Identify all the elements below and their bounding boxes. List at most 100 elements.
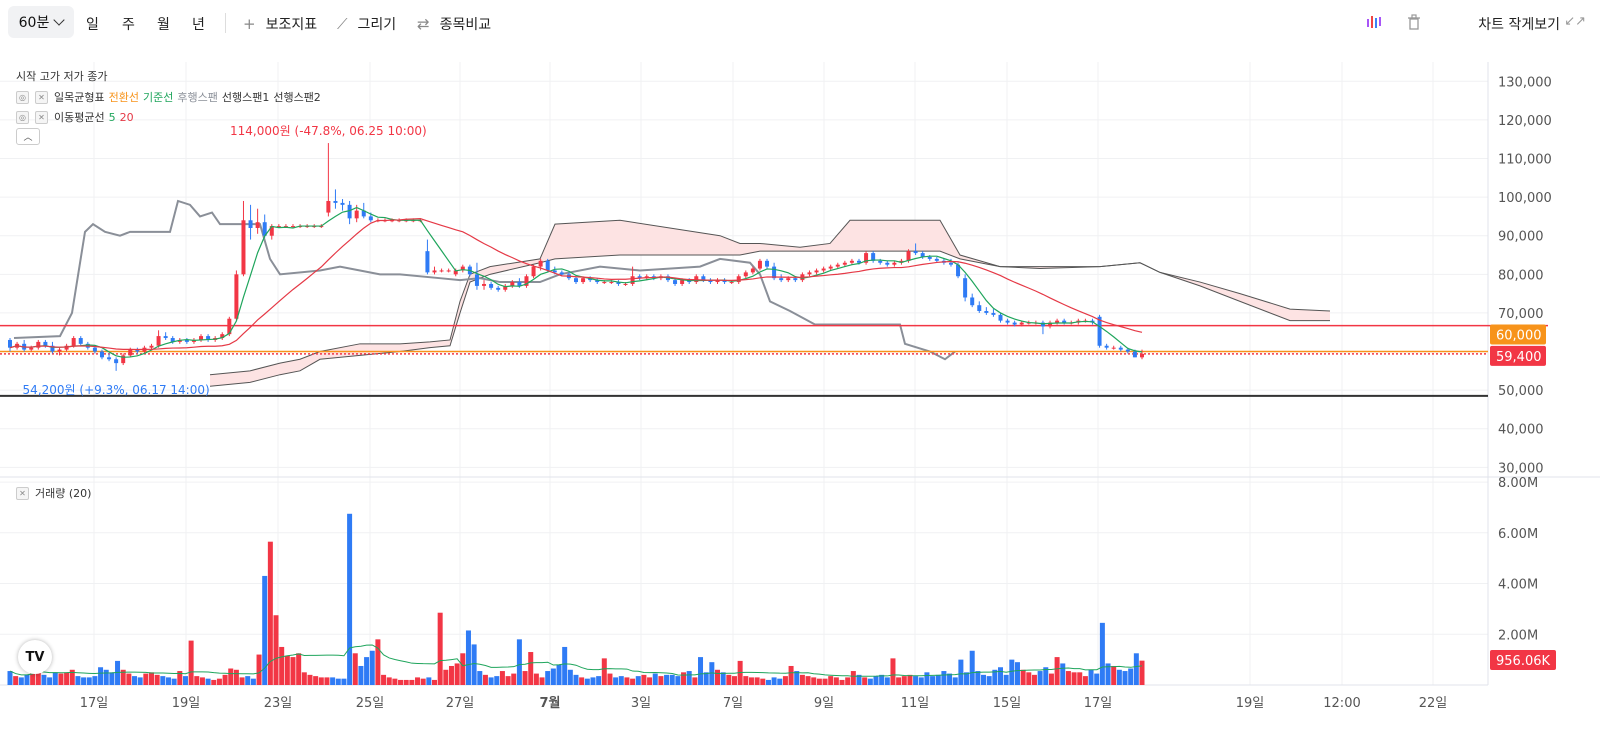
candle bbox=[736, 276, 741, 283]
candle bbox=[390, 220, 395, 222]
level-price-badge-bg bbox=[1490, 324, 1546, 345]
volume-bar bbox=[120, 669, 126, 685]
volume-bar bbox=[935, 674, 941, 685]
close-icon[interactable]: ✕ bbox=[16, 486, 29, 500]
volume-bar bbox=[579, 677, 585, 685]
tradingview-logo-icon[interactable]: TV bbox=[18, 640, 52, 674]
eye-hidden-icon[interactable]: ◎ bbox=[16, 90, 29, 104]
volume-bar bbox=[567, 669, 573, 685]
shrink-chart-button[interactable]: 차트 작게보기 bbox=[1478, 17, 1560, 33]
candle bbox=[234, 274, 239, 319]
trash-icon[interactable] bbox=[1407, 12, 1421, 34]
volume-bar bbox=[284, 655, 290, 685]
volume-bar bbox=[239, 677, 245, 685]
collapse-arrows-icon[interactable]: ↙↗ bbox=[1564, 14, 1586, 29]
volume-bar bbox=[273, 615, 279, 685]
candle bbox=[963, 278, 968, 298]
candle bbox=[220, 334, 225, 339]
compare-button[interactable]: ⇄ 종목비교 bbox=[417, 14, 491, 34]
candle bbox=[107, 357, 112, 360]
candle bbox=[425, 251, 430, 273]
candle bbox=[496, 287, 501, 290]
volume-bar bbox=[75, 676, 81, 685]
time-tick-label: 22일 bbox=[1419, 696, 1448, 711]
ma-name: 이동평균선 bbox=[54, 111, 105, 124]
period-day[interactable]: 일 bbox=[86, 17, 99, 33]
candle bbox=[43, 341, 48, 346]
period-week[interactable]: 주 bbox=[122, 17, 135, 33]
volume-bar bbox=[845, 677, 851, 685]
draw-button[interactable]: ⟋ 그리기 bbox=[337, 14, 396, 34]
candle bbox=[432, 270, 437, 273]
volume-bar bbox=[18, 677, 24, 685]
candle bbox=[354, 210, 359, 219]
candle bbox=[609, 282, 614, 284]
interval-select[interactable]: 60분 bbox=[8, 6, 74, 38]
volume-bar bbox=[1065, 671, 1071, 685]
candle bbox=[595, 280, 600, 283]
volume-bar bbox=[103, 669, 109, 685]
volume-bar bbox=[998, 667, 1003, 685]
last-price-badge: 59,400 bbox=[1496, 350, 1542, 365]
volume-bar bbox=[1037, 671, 1043, 685]
candle bbox=[750, 268, 755, 273]
volume-bar bbox=[426, 677, 432, 685]
volume-bar bbox=[924, 672, 930, 685]
candle bbox=[913, 251, 918, 254]
close-icon[interactable]: ✕ bbox=[35, 110, 48, 124]
volume-bar bbox=[545, 671, 551, 685]
volume-bar bbox=[499, 671, 505, 685]
volume-bar bbox=[822, 678, 828, 685]
candle bbox=[871, 253, 876, 261]
candle bbox=[708, 280, 713, 283]
volume-bar bbox=[448, 665, 454, 685]
volume-bar bbox=[318, 677, 324, 685]
candle bbox=[892, 262, 897, 265]
candle bbox=[1012, 322, 1017, 325]
collapse-legend-button[interactable]: ︿ bbox=[16, 128, 40, 145]
volume-bar bbox=[250, 678, 256, 685]
candle bbox=[559, 272, 564, 275]
candle bbox=[291, 226, 295, 228]
candle bbox=[531, 266, 536, 277]
volume-bar bbox=[465, 630, 471, 685]
volume-bar bbox=[901, 676, 907, 685]
candle bbox=[460, 266, 465, 271]
indicators-button[interactable]: + 보조지표 bbox=[243, 14, 317, 34]
volume-badge-bg bbox=[1490, 650, 1556, 670]
candle bbox=[998, 314, 1003, 321]
candle bbox=[807, 272, 812, 275]
time-tick-label: 25일 bbox=[356, 696, 385, 711]
period-year[interactable]: 년 bbox=[192, 17, 205, 33]
volume-bar bbox=[115, 660, 121, 685]
ichimoku-chikou-line bbox=[13, 199, 956, 361]
volume-bar bbox=[760, 678, 766, 685]
candle bbox=[991, 312, 996, 315]
volume-bar bbox=[81, 677, 87, 685]
volume-bar bbox=[24, 674, 30, 685]
volume-bar bbox=[652, 673, 658, 685]
eye-hidden-icon[interactable]: ◎ bbox=[16, 110, 29, 124]
candle bbox=[255, 222, 260, 228]
volume-tick-label: 8.00M bbox=[1498, 476, 1538, 491]
candle bbox=[715, 280, 720, 283]
candle bbox=[977, 305, 982, 311]
volume-bar bbox=[69, 669, 75, 685]
candle bbox=[1118, 347, 1123, 350]
candle bbox=[503, 285, 508, 290]
volume-bar bbox=[58, 673, 64, 685]
close-icon[interactable]: ✕ bbox=[35, 90, 48, 104]
candle bbox=[78, 338, 83, 344]
volume-bar bbox=[947, 673, 953, 685]
candle bbox=[1132, 351, 1137, 358]
volume-bar bbox=[539, 677, 545, 685]
volume-legend: ✕ 거래량 (20) bbox=[16, 485, 91, 501]
level-price-badge: 60,000 bbox=[1496, 329, 1542, 344]
period-month[interactable]: 월 bbox=[157, 17, 170, 33]
volume-bar bbox=[143, 673, 149, 685]
volume-bar bbox=[664, 674, 670, 685]
chart-type-icon[interactable] bbox=[1366, 12, 1382, 34]
candle bbox=[545, 260, 550, 271]
candle bbox=[283, 226, 288, 228]
